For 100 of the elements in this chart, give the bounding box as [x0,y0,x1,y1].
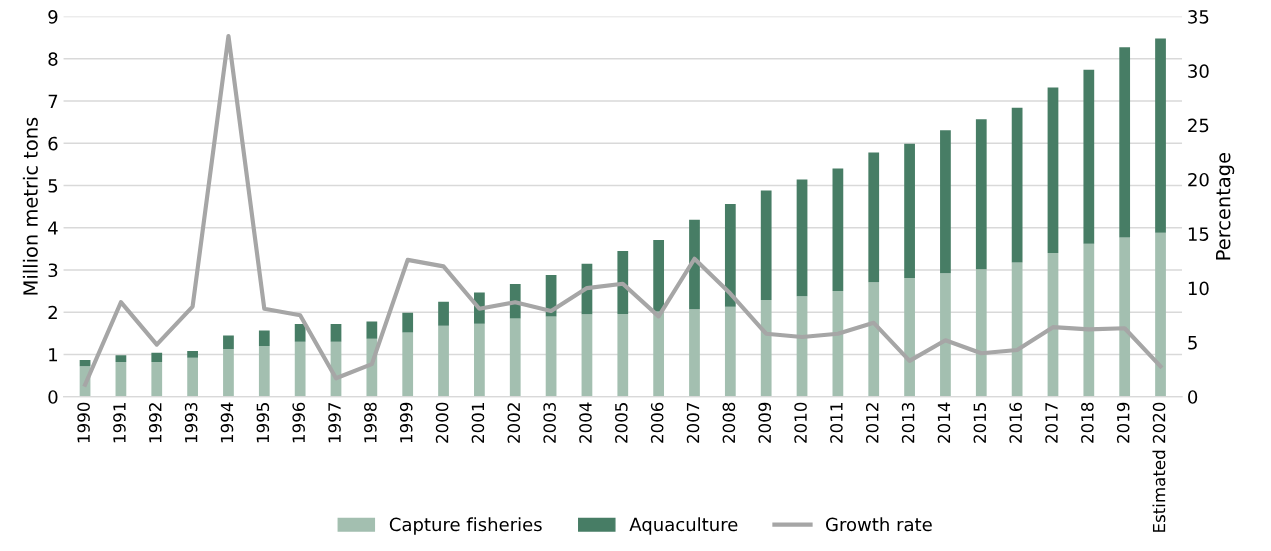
bar [474,323,485,397]
bar [187,357,198,397]
y2-tick-label: 25 [1188,118,1209,133]
bar [1155,38,1166,233]
bar [402,332,414,397]
x-tick-label: 1994 [220,402,234,443]
bar [1083,243,1095,397]
bar [258,330,270,347]
y2-tick-label: 0 [1188,390,1198,404]
x-tick-label: 1995 [256,403,270,443]
bar [940,130,951,274]
bar [187,351,198,358]
x-tick-label: 2015 [973,403,987,443]
x-tick-label: 1996 [292,402,305,443]
y-tick-label: 4 [48,221,58,235]
bar [617,313,629,397]
y-tick-label: 3 [48,263,58,278]
x-tick-label: 1999 [399,402,413,443]
bar [1119,237,1131,397]
bar [438,325,449,397]
bar [868,152,880,283]
bar [724,204,736,307]
y-tick-label: 5 [48,179,58,193]
y-tick-label: 9 [48,9,58,24]
y-tick-label: 0 [48,390,58,404]
bar [223,335,234,349]
y-tick-label: 8 [48,52,58,66]
x-tick-label: 2013 [901,402,915,443]
bar [258,346,270,397]
x-tick-label: 2002 [507,403,521,443]
bar [760,299,772,397]
x-tick-label: 1990 [77,402,90,443]
y-tick-label: 6 [48,136,58,151]
bar [438,301,449,326]
y-tick-label: 2 [48,305,57,320]
x-tick-label: 2012 [865,403,879,443]
bar [904,278,915,397]
bar [366,321,378,339]
bar [1011,107,1023,263]
y-axis-title: Million metric tons [22,117,38,295]
bar [653,311,665,397]
bar [509,318,521,397]
legend-label: Growth rate [826,517,932,532]
y-tick-label: 1 [49,348,58,362]
x-tick-label: 2001 [471,403,485,443]
y2-tick-label: 10 [1188,281,1209,296]
bar [1047,253,1059,397]
x-tick-label: 2003 [543,402,556,443]
x-tick-label: 2005 [615,403,628,443]
y2-axis-title: Percentage [1216,152,1235,260]
y2-tick-label: 20 [1188,172,1209,187]
x-tick-label: 2000 [435,402,449,443]
bar [115,362,127,397]
y2-tick-label: 30 [1188,64,1209,78]
bar [330,324,342,342]
x-tick-label: 1991 [113,403,126,443]
x-tick-label: 2017 [1045,403,1058,443]
x-tick-label: 1993 [184,402,198,443]
x-tick-label: 2018 [1081,402,1094,443]
bar [868,282,880,397]
x-tick-label: 2014 [937,402,951,443]
bar [975,119,987,270]
bar [1155,232,1166,397]
line-series [82,33,1163,387]
bar [151,352,163,363]
bar [904,143,915,279]
bar [653,240,665,312]
bar [115,355,127,363]
bar [975,269,987,397]
x-tick-label: 2004 [579,402,592,443]
x-tick-label: Estimated 2020 [1152,402,1166,532]
bar [294,341,306,397]
x-tick-label: 2007 [686,403,700,443]
bar [402,312,414,333]
bar [724,306,736,397]
y2-tick-label: 35 [1188,9,1209,24]
bar [1083,69,1095,244]
x-tick-label: 2010 [794,402,807,443]
bar [689,219,700,310]
bar [1011,262,1023,397]
y2-tick-label: 5 [1188,336,1197,350]
legend-label: Capture fisheries [389,517,542,535]
x-tick-label: 2019 [1116,402,1130,443]
bar [617,250,629,314]
x-tick-label: 1992 [148,403,162,443]
x-tick-label: 2006 [650,402,664,443]
bar [581,314,593,397]
x-tick-label: 2016 [1009,402,1022,443]
x-tick-label: 2011 [830,403,843,443]
x-tick-label: 2009 [758,402,772,443]
bar [1047,87,1059,254]
bar [294,324,306,342]
bar [545,316,557,397]
y-tick-label: 7 [48,94,58,108]
bar [760,190,772,300]
bar [832,168,844,292]
bar [151,362,163,397]
legend-label: Aquaculture [629,517,738,535]
bar [796,179,808,297]
y2-tick-label: 15 [1188,227,1209,241]
